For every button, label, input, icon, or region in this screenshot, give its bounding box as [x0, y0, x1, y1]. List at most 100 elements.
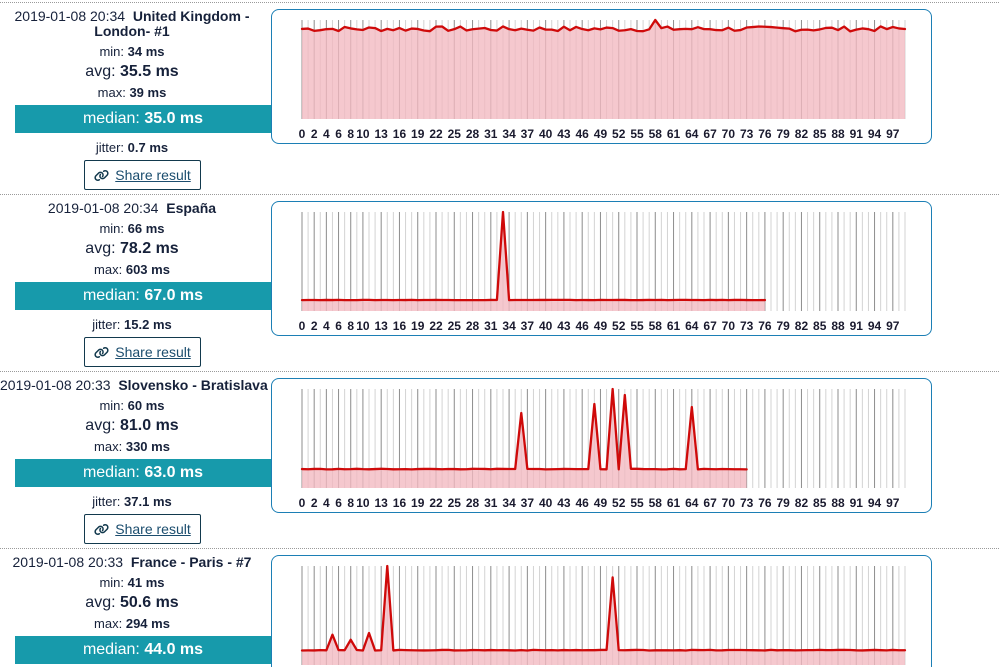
svg-text:55: 55 [630, 319, 644, 333]
svg-text:76: 76 [758, 319, 772, 333]
svg-text:61: 61 [667, 127, 681, 141]
svg-text:67: 67 [703, 319, 717, 333]
svg-text:52: 52 [612, 319, 626, 333]
svg-text:61: 61 [667, 496, 681, 510]
svg-text:2: 2 [311, 496, 318, 510]
svg-text:55: 55 [630, 127, 644, 141]
svg-text:2: 2 [311, 319, 318, 333]
svg-text:97: 97 [886, 496, 900, 510]
svg-text:79: 79 [777, 319, 791, 333]
svg-text:31: 31 [484, 319, 498, 333]
svg-text:43: 43 [557, 496, 571, 510]
svg-text:25: 25 [448, 496, 462, 510]
svg-text:91: 91 [850, 496, 864, 510]
svg-text:88: 88 [831, 496, 845, 510]
svg-text:67: 67 [703, 127, 717, 141]
svg-text:22: 22 [429, 127, 443, 141]
svg-text:37: 37 [521, 496, 535, 510]
svg-text:64: 64 [685, 496, 699, 510]
svg-text:91: 91 [850, 319, 864, 333]
svg-text:19: 19 [411, 127, 425, 141]
svg-text:37: 37 [521, 127, 535, 141]
svg-text:52: 52 [612, 496, 626, 510]
svg-text:76: 76 [758, 127, 772, 141]
svg-text:49: 49 [594, 319, 608, 333]
svg-text:73: 73 [740, 127, 754, 141]
svg-text:34: 34 [502, 127, 516, 141]
svg-text:79: 79 [777, 496, 791, 510]
svg-text:85: 85 [813, 127, 827, 141]
svg-text:8: 8 [347, 319, 354, 333]
svg-text:52: 52 [612, 127, 626, 141]
svg-text:8: 8 [347, 496, 354, 510]
svg-text:70: 70 [722, 127, 736, 141]
svg-text:82: 82 [795, 319, 809, 333]
svg-text:70: 70 [722, 319, 736, 333]
svg-text:25: 25 [448, 127, 462, 141]
svg-text:61: 61 [667, 319, 681, 333]
svg-text:43: 43 [557, 319, 571, 333]
svg-text:37: 37 [521, 319, 535, 333]
svg-text:94: 94 [868, 127, 882, 141]
svg-text:40: 40 [539, 127, 553, 141]
svg-text:58: 58 [649, 127, 663, 141]
svg-text:85: 85 [813, 496, 827, 510]
svg-text:0: 0 [299, 319, 306, 333]
svg-text:28: 28 [466, 319, 480, 333]
svg-text:0: 0 [299, 127, 306, 141]
svg-text:22: 22 [429, 319, 443, 333]
svg-text:2: 2 [311, 127, 318, 141]
svg-text:94: 94 [868, 319, 882, 333]
svg-text:58: 58 [649, 319, 663, 333]
svg-text:6: 6 [335, 496, 342, 510]
svg-text:31: 31 [484, 127, 498, 141]
svg-text:70: 70 [722, 496, 736, 510]
svg-text:13: 13 [375, 127, 389, 141]
svg-text:73: 73 [740, 496, 754, 510]
svg-text:85: 85 [813, 319, 827, 333]
svg-text:10: 10 [356, 496, 370, 510]
svg-text:82: 82 [795, 496, 809, 510]
svg-text:19: 19 [411, 496, 425, 510]
svg-text:46: 46 [576, 127, 590, 141]
svg-text:67: 67 [703, 496, 717, 510]
svg-text:46: 46 [576, 496, 590, 510]
svg-text:6: 6 [335, 319, 342, 333]
svg-text:91: 91 [850, 127, 864, 141]
svg-text:64: 64 [685, 127, 699, 141]
svg-text:76: 76 [758, 496, 772, 510]
svg-text:34: 34 [502, 319, 516, 333]
svg-text:13: 13 [375, 496, 389, 510]
svg-text:16: 16 [393, 496, 407, 510]
svg-text:16: 16 [393, 319, 407, 333]
svg-text:88: 88 [831, 127, 845, 141]
svg-text:97: 97 [886, 127, 900, 141]
svg-text:28: 28 [466, 496, 480, 510]
svg-text:55: 55 [630, 496, 644, 510]
svg-text:4: 4 [323, 127, 330, 141]
svg-text:94: 94 [868, 496, 882, 510]
svg-text:82: 82 [795, 127, 809, 141]
svg-text:10: 10 [356, 127, 370, 141]
svg-text:4: 4 [323, 319, 330, 333]
svg-text:58: 58 [649, 496, 663, 510]
svg-text:19: 19 [411, 319, 425, 333]
svg-text:28: 28 [466, 127, 480, 141]
svg-text:73: 73 [740, 319, 754, 333]
svg-text:34: 34 [502, 496, 516, 510]
svg-text:97: 97 [886, 319, 900, 333]
svg-text:40: 40 [539, 319, 553, 333]
svg-text:10: 10 [356, 319, 370, 333]
svg-text:49: 49 [594, 496, 608, 510]
svg-text:40: 40 [539, 496, 553, 510]
svg-text:64: 64 [685, 319, 699, 333]
svg-text:25: 25 [448, 319, 462, 333]
svg-text:16: 16 [393, 127, 407, 141]
svg-text:4: 4 [323, 496, 330, 510]
svg-text:13: 13 [375, 319, 389, 333]
svg-text:46: 46 [576, 319, 590, 333]
svg-text:8: 8 [347, 127, 354, 141]
svg-text:22: 22 [429, 496, 443, 510]
svg-text:6: 6 [335, 127, 342, 141]
svg-text:79: 79 [777, 127, 791, 141]
